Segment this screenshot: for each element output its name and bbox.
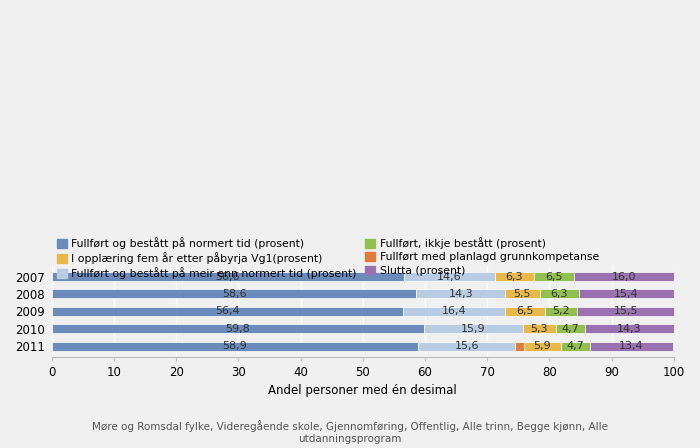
Bar xyxy=(545,307,578,316)
Text: 15,9: 15,9 xyxy=(461,324,486,334)
Bar xyxy=(561,342,590,351)
Bar xyxy=(534,272,574,281)
Text: 6,5: 6,5 xyxy=(545,271,563,281)
Text: 6,3: 6,3 xyxy=(505,271,523,281)
Text: 13,4: 13,4 xyxy=(620,341,644,351)
Legend: Fullført og bestått på normert tid (prosent), I opplæring fem år etter påbyrja V: Fullført og bestått på normert tid (pros… xyxy=(57,237,598,280)
Text: 4,7: 4,7 xyxy=(566,341,584,351)
Bar xyxy=(404,272,495,281)
Text: 6,3: 6,3 xyxy=(550,289,568,299)
Text: 5,3: 5,3 xyxy=(531,324,548,334)
Text: Møre og Romsdal fylke, Videregående skole, Gjennomføring, Offentlig, Alle trinn,: Møre og Romsdal fylke, Videregående skol… xyxy=(92,420,608,444)
Bar xyxy=(578,307,674,316)
Text: 14,3: 14,3 xyxy=(449,289,473,299)
Bar xyxy=(424,324,523,333)
Text: 15,4: 15,4 xyxy=(615,289,639,299)
Bar xyxy=(416,289,505,298)
Text: 59,8: 59,8 xyxy=(225,324,250,334)
Bar xyxy=(523,324,556,333)
Bar xyxy=(52,289,416,298)
Bar xyxy=(52,324,424,333)
Bar xyxy=(585,324,674,333)
Bar xyxy=(505,307,545,316)
Text: 15,5: 15,5 xyxy=(613,306,638,316)
Text: 6,5: 6,5 xyxy=(516,306,533,316)
Bar xyxy=(52,272,404,281)
Text: 16,4: 16,4 xyxy=(442,306,466,316)
Bar xyxy=(556,324,585,333)
Bar xyxy=(495,272,534,281)
Bar xyxy=(524,342,561,351)
Bar xyxy=(540,289,579,298)
Text: 58,6: 58,6 xyxy=(222,289,246,299)
Bar xyxy=(402,307,505,316)
Text: 58,9: 58,9 xyxy=(223,341,247,351)
Bar xyxy=(515,342,524,351)
Text: 5,2: 5,2 xyxy=(552,306,570,316)
Text: 14,3: 14,3 xyxy=(617,324,642,334)
Bar xyxy=(579,289,675,298)
Text: 5,5: 5,5 xyxy=(514,289,531,299)
Text: 4,7: 4,7 xyxy=(561,324,579,334)
Bar xyxy=(418,342,515,351)
Text: 15,6: 15,6 xyxy=(454,341,479,351)
Text: 5,9: 5,9 xyxy=(533,341,551,351)
Text: 56,6: 56,6 xyxy=(216,271,240,281)
Text: 14,6: 14,6 xyxy=(437,271,461,281)
Bar xyxy=(52,342,418,351)
Bar xyxy=(505,289,540,298)
Text: 16,0: 16,0 xyxy=(612,271,636,281)
Text: 56,4: 56,4 xyxy=(215,306,239,316)
Bar xyxy=(52,307,402,316)
Bar xyxy=(574,272,674,281)
Bar xyxy=(590,342,673,351)
X-axis label: Andel personer med én desimal: Andel personer med én desimal xyxy=(269,384,457,397)
